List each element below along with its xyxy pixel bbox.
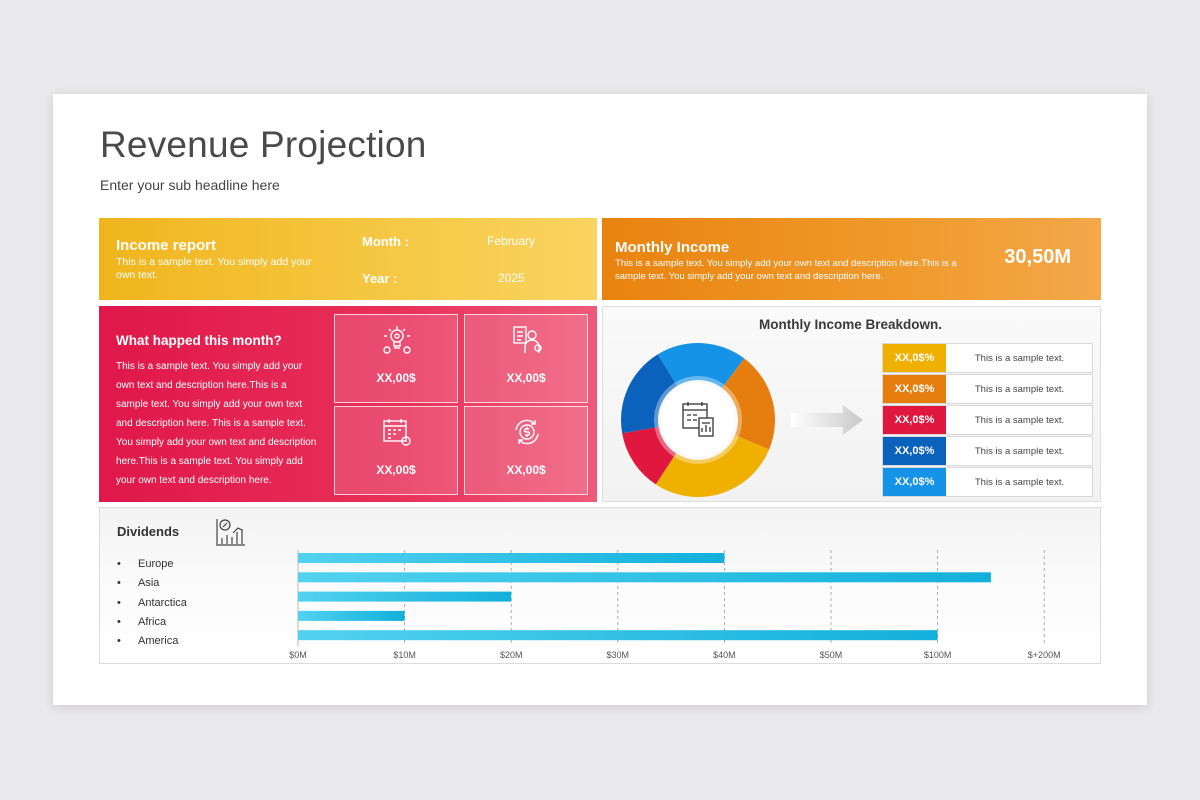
bar-europe bbox=[298, 553, 725, 563]
breakdown-text: This is a sample text. bbox=[974, 352, 1065, 364]
bar-america bbox=[298, 630, 938, 641]
month-label: Month : bbox=[362, 234, 409, 249]
list-item: • Asia bbox=[117, 574, 187, 593]
businessman-chart-icon bbox=[513, 326, 542, 353]
income-breakdown-card: Monthly Income Breakdown. XX,0$% This is… bbox=[602, 306, 1101, 502]
dividends-list: • Europe • Asia • Antarctica • Africa • Ameri… bbox=[117, 555, 187, 651]
report-chart-icon bbox=[682, 402, 714, 437]
metric-tile: XX,00$ bbox=[464, 406, 588, 495]
category-label: Asia bbox=[138, 577, 160, 590]
x-tick-label: $0M bbox=[289, 650, 307, 660]
donut-center bbox=[661, 383, 735, 457]
what-happened-title: What happed this month? bbox=[116, 333, 282, 348]
bullet: • bbox=[117, 577, 121, 590]
x-tick-label: $50M bbox=[820, 650, 843, 660]
bar-africa bbox=[298, 610, 405, 621]
category-label: Europe bbox=[138, 558, 174, 570]
metric-tile: XX,00$ bbox=[464, 314, 588, 403]
breakdown-value: XX,0$% bbox=[883, 375, 946, 403]
what-happened-card: What happed this month? This is a sample… bbox=[99, 306, 597, 502]
bullet: • bbox=[117, 615, 121, 628]
breakdown-value: XX,0$% bbox=[883, 344, 946, 372]
list-item: • Europe bbox=[117, 555, 187, 574]
metric-value: XX,00$ bbox=[376, 371, 416, 385]
breakdown-text: This is a sample text. bbox=[974, 476, 1065, 488]
breakdown-row: XX,0$% This is a sample text. bbox=[882, 343, 1093, 373]
arrow-right-icon bbox=[791, 405, 863, 435]
x-tick-label: $10M bbox=[393, 650, 416, 660]
category-label: Africa bbox=[138, 615, 167, 628]
monthly-income-text: This is a sample text. You simply add yo… bbox=[615, 258, 957, 282]
breakdown-row: XX,0$% This is a sample text. bbox=[882, 436, 1093, 466]
donut-chart bbox=[621, 343, 775, 497]
year-value: 2025 bbox=[498, 271, 525, 285]
bullet: • bbox=[117, 558, 121, 570]
idea-gear-icon bbox=[383, 326, 411, 354]
list-item: • Africa bbox=[117, 613, 187, 632]
bullet: • bbox=[117, 635, 121, 648]
breakdown-title: Monthly Income Breakdown. bbox=[759, 317, 943, 332]
bar-antarctica bbox=[298, 591, 512, 602]
breakdown-row: XX,0$% This is a sample text. bbox=[882, 405, 1093, 435]
month-value: February bbox=[487, 234, 536, 248]
calendar-settings-icon bbox=[383, 419, 411, 446]
donut-segment bbox=[657, 343, 745, 389]
metric-tile: XX,00$ bbox=[334, 406, 458, 495]
monthly-income-card: Monthly Income This is a sample text. Yo… bbox=[602, 218, 1101, 300]
x-tick-label: $40M bbox=[713, 650, 736, 660]
year-label: Year : bbox=[362, 271, 398, 286]
income-report-text: This is a sample text. You simply add yo… bbox=[116, 256, 312, 281]
breakdown-text: This is a sample text. bbox=[974, 445, 1065, 457]
list-item: • America bbox=[117, 632, 187, 651]
growth-chart-icon bbox=[216, 519, 245, 546]
income-report-title: Income report bbox=[116, 237, 217, 254]
dollar-cycle-icon bbox=[515, 419, 539, 445]
x-tick-label: $100M bbox=[924, 650, 952, 660]
breakdown-value: XX,0$% bbox=[883, 406, 946, 434]
category-label: America bbox=[138, 635, 179, 648]
breakdown-value: XX,0$% bbox=[883, 468, 946, 496]
dividends-card: Dividends • Europe • Asia • Antarctica • Afr… bbox=[99, 507, 1101, 664]
donut-segment bbox=[622, 426, 677, 485]
monthly-income-value: 30,50M bbox=[1004, 246, 1071, 268]
donut-segment bbox=[655, 435, 770, 497]
breakdown-row: XX,0$% This is a sample text. bbox=[882, 374, 1093, 404]
breakdown-value: XX,0$% bbox=[883, 437, 946, 465]
metric-value: XX,00$ bbox=[506, 371, 546, 385]
monthly-income-title: Monthly Income bbox=[615, 239, 730, 256]
dividends-bar-chart: $0M $10M $20M $30M $40M $50M $100M $+200M bbox=[289, 550, 1061, 660]
breakdown-text: This is a sample text. bbox=[974, 383, 1065, 395]
metric-tile: XX,00$ bbox=[334, 314, 458, 403]
donut-segment bbox=[621, 354, 678, 434]
what-happened-text: This is a sample text. You simply add yo… bbox=[116, 361, 317, 486]
bar-asia bbox=[298, 572, 991, 583]
income-report-card: Income report This is a sample text. You… bbox=[99, 218, 597, 300]
bullet: • bbox=[117, 596, 121, 609]
slide: Revenue Projection Enter your sub headli… bbox=[53, 94, 1147, 705]
x-tick-label: $+200M bbox=[1028, 650, 1061, 660]
x-tick-label: $30M bbox=[607, 650, 630, 660]
breakdown-row: XX,0$% This is a sample text. bbox=[882, 467, 1093, 497]
x-tick-label: $20M bbox=[500, 650, 523, 660]
donut-segment bbox=[722, 358, 775, 450]
page-subtitle: Enter your sub headline here bbox=[100, 177, 280, 193]
metric-value: XX,00$ bbox=[376, 463, 416, 477]
page-title: Revenue Projection bbox=[100, 124, 427, 165]
breakdown-text: This is a sample text. bbox=[974, 414, 1065, 426]
list-item: • Antarctica bbox=[117, 594, 187, 613]
dividends-title: Dividends bbox=[117, 524, 180, 539]
category-label: Antarctica bbox=[138, 596, 187, 609]
metric-value: XX,00$ bbox=[506, 463, 546, 477]
